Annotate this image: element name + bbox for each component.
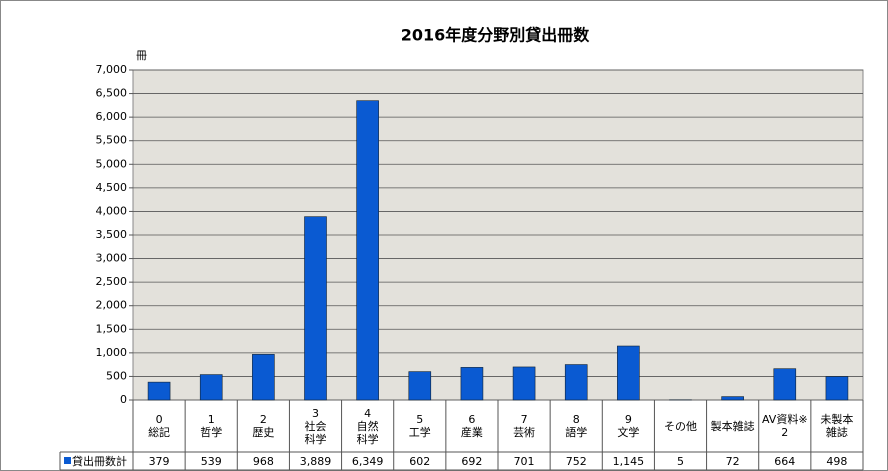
y-tick-label: 500 — [106, 369, 127, 382]
x-tick-label: 6 産業 — [460, 413, 483, 439]
x-tick-label: 2 歴史 — [252, 413, 275, 439]
value-label: 539 — [200, 454, 222, 468]
value-label: 5 — [676, 454, 684, 468]
y-tick-label: 3,500 — [96, 228, 128, 241]
y-tick-label: 1,500 — [96, 322, 128, 335]
y-tick-label: 3,000 — [96, 252, 128, 265]
x-tick-label: 未製本 雑誌 — [820, 413, 854, 439]
chart-title: 2016年度分野別貸出冊数 — [401, 26, 591, 45]
bar — [512, 366, 536, 401]
y-tick-label: 5,000 — [96, 157, 128, 170]
x-tick-label: 4 自然 科学 — [356, 406, 379, 446]
bar — [773, 368, 797, 401]
bar — [721, 396, 744, 401]
value-label: 968 — [252, 454, 274, 468]
value-label: 602 — [409, 454, 431, 468]
legend-label: 貸出冊数計 — [72, 454, 127, 468]
y-tick-label: 2,500 — [96, 275, 128, 288]
bar — [564, 364, 588, 401]
value-label: 72 — [725, 454, 740, 468]
x-tick-label: 製本雑誌 — [710, 419, 755, 433]
bar — [825, 376, 849, 401]
x-tick-label: 5 工学 — [408, 413, 431, 439]
legend-swatch — [64, 457, 71, 464]
y-tick-label: 6,000 — [96, 110, 128, 123]
bar — [617, 345, 640, 401]
y-axis-unit: 冊 — [136, 49, 147, 62]
x-tick-label: 7 芸術 — [513, 413, 536, 439]
x-tick-label: その他 — [663, 419, 697, 433]
bar — [408, 371, 432, 401]
y-tick-label: 6,500 — [96, 87, 128, 100]
bar — [199, 374, 223, 401]
bar — [460, 367, 484, 401]
x-tick-label: 8 語学 — [565, 413, 588, 439]
y-tick-label: 4,500 — [96, 181, 128, 194]
y-tick-label: 2,000 — [96, 299, 128, 312]
y-tick-label: 7,000 — [96, 63, 128, 76]
value-label: 752 — [565, 454, 587, 468]
value-label: 379 — [148, 454, 170, 468]
y-tick-label: 0 — [120, 393, 127, 406]
value-label: 692 — [461, 454, 483, 468]
y-tick-label: 5,500 — [96, 134, 128, 147]
y-tick-label: 1,000 — [96, 346, 128, 359]
bar — [356, 100, 379, 401]
value-label: 1,145 — [612, 454, 645, 468]
bar — [252, 354, 275, 401]
value-label: 498 — [826, 454, 848, 468]
value-label: 664 — [774, 454, 796, 468]
x-tick-label: AV資料※ 2 — [761, 413, 808, 439]
value-label: 6,349 — [351, 454, 384, 468]
value-label: 701 — [513, 454, 535, 468]
y-tick-label: 4,000 — [96, 204, 128, 217]
bar — [304, 216, 327, 401]
x-tick-label: 3 社会 科学 — [304, 406, 327, 446]
x-tick-label: 0 総記 — [148, 413, 171, 439]
x-tick-label: 1 哲学 — [200, 413, 223, 439]
value-label: 3,889 — [299, 454, 332, 468]
x-tick-label: 9 文学 — [617, 413, 640, 439]
bar — [147, 381, 171, 401]
